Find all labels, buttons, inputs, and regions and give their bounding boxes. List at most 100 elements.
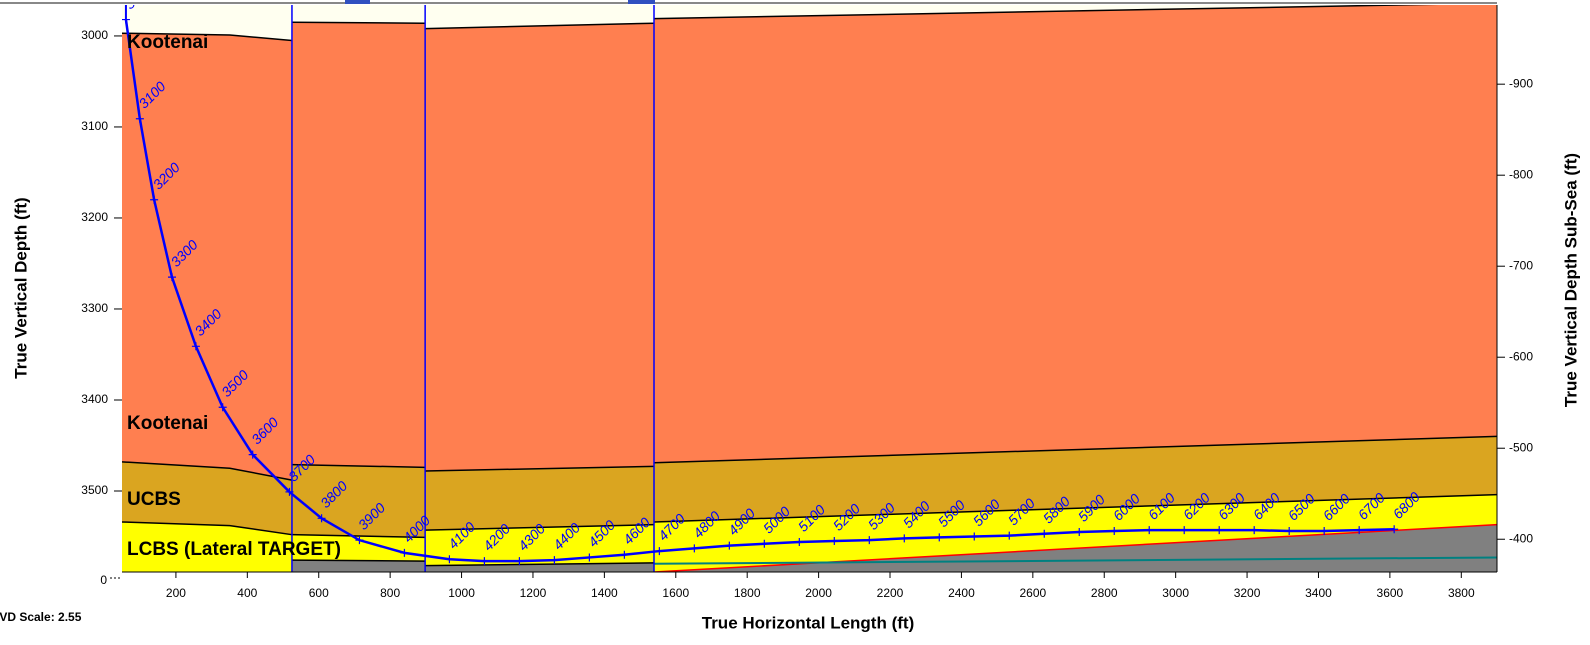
- md-station: [1075, 527, 1084, 536]
- horizon-line: [653, 493, 1497, 523]
- formation-layer: [122, 33, 292, 481]
- md-station: [1145, 526, 1154, 535]
- md-station: [935, 533, 944, 542]
- horizon-line: [653, 5, 1439, 20]
- horizon-line: [291, 463, 426, 469]
- x-tick-label: 3600: [1377, 586, 1404, 600]
- formation-layer: [122, 572, 292, 577]
- y-tick-label: 3400: [81, 392, 108, 406]
- md-station: [865, 536, 874, 545]
- formation-layer: [122, 521, 292, 572]
- horizon-line: [653, 523, 1497, 572]
- horizon-line: [425, 22, 655, 30]
- formation-layer: [291, 5, 426, 24]
- x-tick-label: 400: [237, 586, 257, 600]
- x-tick-label: 1200: [520, 586, 547, 600]
- horizon-line: [653, 435, 1497, 464]
- y-tick-label: 3200: [81, 210, 108, 224]
- formation-layer: [654, 5, 1497, 463]
- md-station: [585, 553, 594, 562]
- x-tick-label: 1800: [734, 586, 761, 600]
- md-station: [1250, 526, 1259, 535]
- formation-label: Kootenai: [127, 413, 208, 434]
- y2-tick-label: -800: [1509, 167, 1533, 181]
- formation-label: UCBS: [127, 489, 181, 510]
- md-station: [550, 556, 559, 565]
- md-station: [400, 548, 409, 557]
- md-station: [191, 342, 200, 351]
- md-station: [248, 450, 257, 459]
- md-station: [725, 541, 734, 550]
- x-tick-label: 600: [309, 586, 329, 600]
- x-tick-label: 2800: [1091, 586, 1118, 600]
- horizon-line: [425, 562, 655, 567]
- formation-layer: [291, 534, 426, 562]
- y-axis-title: True Vertical Depth (ft): [11, 197, 30, 378]
- md-station: [150, 195, 159, 204]
- formation-layer: [654, 5, 1497, 19]
- md-station: [1110, 527, 1119, 536]
- x-tick-label: 1400: [591, 586, 618, 600]
- horizon-line: [425, 465, 655, 472]
- tab: [345, 0, 370, 4]
- x-tick-label: 3800: [1448, 586, 1475, 600]
- formation-layer: [291, 22, 426, 468]
- formation-layer: [654, 436, 1497, 522]
- md-station: [830, 537, 839, 546]
- md-station: [655, 547, 664, 556]
- x-tick-label: 3000: [1162, 586, 1189, 600]
- x-tick-label: 3200: [1234, 586, 1261, 600]
- tab: [628, 0, 655, 4]
- y-tick-label: 3500: [81, 483, 108, 497]
- md-station: [355, 536, 364, 545]
- formation-label: Kootenai: [127, 32, 208, 53]
- md-station: [760, 539, 769, 548]
- x-tick-label: 2000: [805, 586, 832, 600]
- horizon-line: [291, 533, 426, 539]
- y2-tick-label: -700: [1509, 258, 1533, 272]
- formation-layer: [425, 466, 655, 531]
- md-station: [1040, 529, 1049, 538]
- y-tick-label: 3300: [81, 301, 108, 315]
- horizon-line: [291, 21, 426, 24]
- x-tick-label: 2200: [877, 586, 904, 600]
- y2-tick-label: -500: [1509, 440, 1533, 454]
- horizon-line: [122, 521, 293, 536]
- x-tick-label: 2400: [948, 586, 975, 600]
- formation-label: LCBS (Lateral TARGET): [127, 539, 341, 560]
- md-station: [445, 555, 454, 564]
- formation-layer: [122, 461, 292, 535]
- md-station: [1285, 527, 1294, 536]
- x-tick-label: 2600: [1019, 586, 1046, 600]
- y2-axis-title: True Vertical Depth Sub-Sea (ft): [1561, 153, 1580, 407]
- md-station: [285, 487, 294, 496]
- x-tick-label: 800: [380, 586, 400, 600]
- formation-layer: [425, 23, 655, 471]
- md-station: [1215, 526, 1224, 535]
- md-station: [122, 15, 130, 24]
- formation-layer: [425, 524, 655, 566]
- md-station: [515, 557, 524, 566]
- formation-layer: [122, 5, 292, 41]
- md-station: [690, 544, 699, 553]
- md-station: [1390, 525, 1399, 534]
- x-axis-title: True Horizontal Length (ft): [702, 613, 914, 632]
- md-station: [1180, 526, 1189, 535]
- md-station: [480, 557, 489, 566]
- y-tick-label: 3100: [81, 119, 108, 133]
- y2-tick-label: -400: [1509, 531, 1533, 545]
- md-station: [167, 273, 176, 282]
- contact-line: [653, 556, 1497, 565]
- formation-layer: [425, 5, 655, 29]
- md-station: [1355, 526, 1364, 535]
- plot-area: 3000310032003300340035003600370038003900…: [122, 5, 1497, 577]
- y-axis-break-label: 0: [100, 573, 107, 587]
- y2-tick-label: -900: [1509, 76, 1533, 90]
- horizon-line: [122, 32, 293, 42]
- scale-note: TVD Scale: 2.55: [0, 610, 82, 624]
- md-station: [970, 532, 979, 541]
- y-tick-label: 3000: [81, 28, 108, 42]
- x-tick-label: 1000: [448, 586, 475, 600]
- formation-layer: [291, 560, 426, 572]
